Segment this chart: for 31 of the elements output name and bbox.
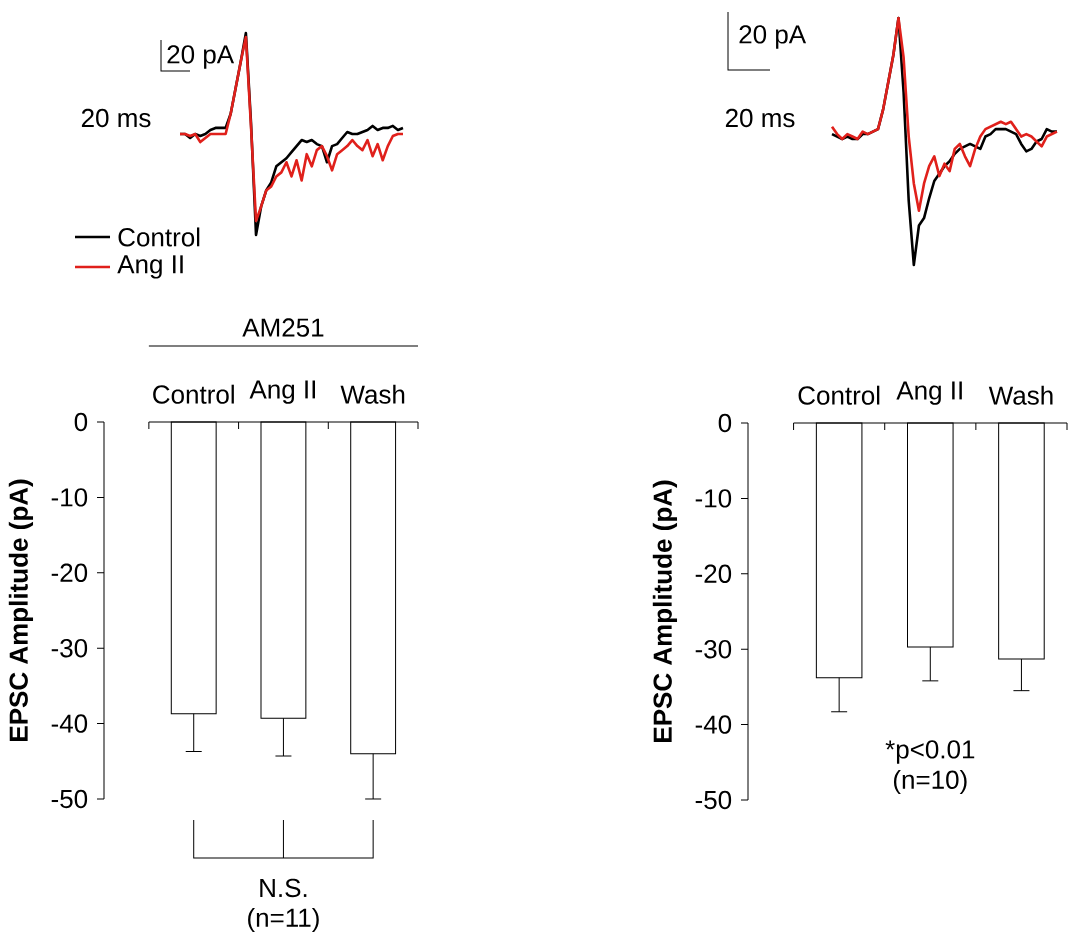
y-tick-label: -20 bbox=[51, 563, 88, 582]
legend-label: Control bbox=[118, 227, 200, 247]
x-tick-label: Control bbox=[153, 384, 234, 404]
y-tick-label: -40 bbox=[695, 715, 732, 734]
y-tick-label: -40 bbox=[51, 714, 88, 733]
y-tick-label: -30 bbox=[51, 638, 88, 658]
text: (n=11) bbox=[248, 907, 319, 933]
y-axis-title: EPSC Amplitude (pA) bbox=[652, 480, 678, 742]
annotation: (n=10) bbox=[893, 769, 967, 795]
legend-label: Ang II bbox=[117, 255, 183, 279]
x-tick-label: Wash bbox=[988, 385, 1053, 405]
chart-title: AM251 bbox=[242, 318, 324, 337]
x-tick-label: Control bbox=[798, 385, 880, 405]
x-tick-label: Wash bbox=[340, 384, 405, 404]
y-tick-label: -50 bbox=[51, 789, 88, 809]
y-tick-label: 0 bbox=[718, 413, 732, 433]
x-tick-label: Ang II bbox=[249, 380, 315, 404]
text: 20 ms bbox=[81, 108, 151, 128]
text: N.S. bbox=[260, 878, 307, 898]
text: 20 ms bbox=[725, 108, 795, 128]
annotation: 20 pA bbox=[167, 45, 235, 69]
y-tick-label: -10 bbox=[695, 489, 732, 508]
text: 20 pA bbox=[739, 25, 807, 49]
x-tick-label: Ang II bbox=[896, 381, 962, 405]
y-tick-label: -10 bbox=[51, 488, 88, 507]
y-tick-label: -50 bbox=[695, 790, 732, 810]
y-tick-label: -20 bbox=[695, 564, 732, 583]
annotation: *p<0.01 bbox=[885, 740, 975, 764]
y-tick-label: -30 bbox=[695, 639, 732, 659]
y-axis-title: EPSC Amplitude (pA) bbox=[8, 479, 34, 741]
y-tick-label: 0 bbox=[74, 412, 88, 432]
